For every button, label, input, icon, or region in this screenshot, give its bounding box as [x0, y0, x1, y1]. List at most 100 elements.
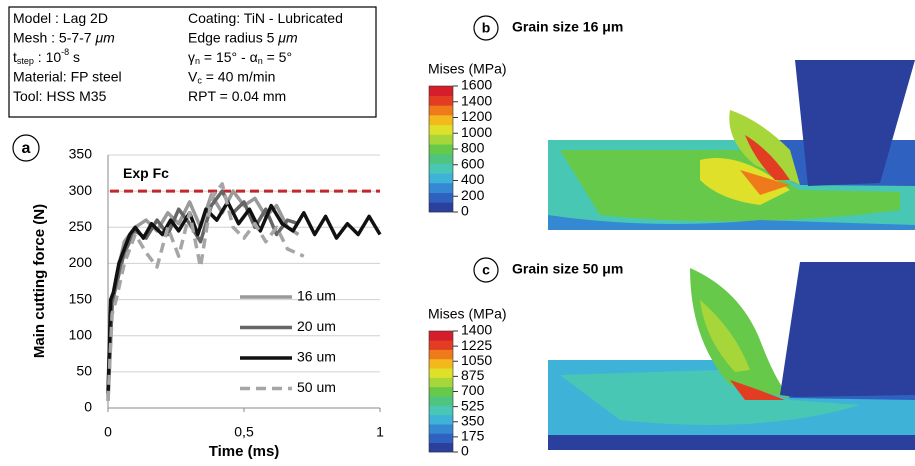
- y-tick-label: 150: [69, 290, 93, 306]
- colorbar-band: [429, 405, 453, 416]
- colorbar-tick-label: 175: [461, 428, 485, 444]
- info-segment: RPT = 0.04 mm: [188, 88, 286, 104]
- info-segment: n: [195, 56, 200, 66]
- info-segment: : 10: [34, 49, 61, 65]
- colorbar-tick-label: 1400: [461, 92, 492, 108]
- colorbar-tick-label: 1600: [461, 77, 492, 93]
- y-tick-label: 300: [69, 182, 93, 198]
- info-segment: μm: [94, 29, 115, 45]
- colorbar-band: [429, 153, 453, 164]
- colorbar-band: [429, 349, 453, 360]
- colorbar-tick-label: 400: [461, 171, 485, 187]
- simulation-image: [548, 60, 915, 230]
- colorbar-band: [429, 442, 453, 453]
- colorbar-band: [429, 358, 453, 369]
- simulation-image: [548, 262, 915, 450]
- legend-label: 36 um: [297, 349, 336, 365]
- legend-label: 20 um: [297, 318, 336, 334]
- colorbar-tick-label: 1000: [461, 124, 492, 140]
- series-line: [106, 200, 382, 394]
- colorbar-tick-label: 1400: [461, 322, 492, 338]
- info-segment: step: [17, 56, 34, 66]
- colorbar-band: [429, 134, 453, 145]
- colorbar-tick-label: 0: [461, 443, 469, 459]
- info-line: Edge radius 5 μm: [188, 29, 298, 45]
- info-line: Mesh : 5-7-7 μm: [13, 29, 115, 45]
- series-line: [106, 182, 305, 401]
- panel-title: Grain size 50 μm: [512, 261, 623, 277]
- colorbar-tick-label: 0: [461, 203, 469, 219]
- info-segment: Mesh : 5-7-7: [13, 29, 95, 45]
- reference-label: Exp Fc: [123, 165, 169, 181]
- panel-label: b: [482, 20, 491, 36]
- colorbar-band: [429, 115, 453, 126]
- colorbar-band: [429, 414, 453, 425]
- x-tick-label: 0: [104, 424, 112, 440]
- info-segment: Edge radius 5: [188, 29, 278, 45]
- panel-title: Grain size 16 μm: [512, 19, 623, 35]
- x-tick-label: 0,5: [234, 424, 254, 440]
- panel-badge: [12, 134, 40, 162]
- info-segment: s: [69, 49, 80, 65]
- info-line: Tool: HSS M35: [13, 88, 107, 104]
- colorbar-band: [429, 424, 453, 434]
- panel-label: a: [22, 140, 31, 157]
- info-segment: = 5°: [263, 49, 292, 65]
- colorbar-tick-label: 1225: [461, 337, 492, 353]
- colorbar-band: [429, 144, 453, 155]
- info-segment: γ: [188, 49, 195, 65]
- x-tick-label: 1: [376, 424, 384, 440]
- colorbar-tick-label: 700: [461, 382, 485, 398]
- info-segment: c: [197, 76, 202, 86]
- info-segment: Model : Lag 2D: [13, 10, 108, 26]
- colorbar-title: Mises (MPa): [428, 61, 507, 77]
- legend-label: 50 um: [297, 379, 336, 395]
- colorbar-band: [429, 331, 453, 341]
- info-line: Coating: TiN - Lubricated: [188, 10, 343, 26]
- colorbar-band: [429, 377, 453, 388]
- info-line: Material: FP steel: [13, 68, 122, 84]
- panel-label: c: [482, 262, 490, 278]
- info-line: tstep : 10-8 s: [13, 47, 80, 66]
- colorbar-band: [429, 105, 453, 116]
- info-segment: μm: [277, 29, 298, 45]
- info-line: RPT = 0.04 mm: [188, 88, 286, 104]
- info-line: Model : Lag 2D: [13, 10, 108, 26]
- colorbar-band: [429, 386, 453, 397]
- colorbar-title: Mises (MPa): [428, 306, 507, 322]
- colorbar-band: [429, 124, 453, 135]
- colorbar-band: [429, 95, 453, 106]
- colorbar-band: [429, 340, 453, 350]
- info-line: γn = 15° - αn = 5°: [188, 49, 292, 67]
- info-segment: Material: FP steel: [13, 68, 122, 84]
- y-tick-label: 200: [69, 254, 93, 270]
- info-segment: = 40 m/min: [202, 68, 276, 84]
- legend-label: 16 um: [297, 288, 336, 304]
- panel-badge: [473, 15, 499, 41]
- colorbar-tick-label: 600: [461, 155, 485, 171]
- y-tick-label: 100: [69, 326, 93, 342]
- colorbar-tick-label: 1050: [461, 352, 492, 368]
- colorbar-band: [429, 202, 453, 213]
- info-box: [8, 6, 377, 118]
- colorbar-tick-label: 525: [461, 397, 485, 413]
- info-segment: = 15° - α: [200, 49, 258, 65]
- colorbar-band: [429, 173, 453, 184]
- info-segment: Tool: HSS M35: [13, 88, 107, 104]
- panel-badge: [473, 257, 499, 283]
- colorbar-tick-label: 875: [461, 367, 485, 383]
- info-segment: Coating: TiN - Lubricated: [188, 10, 343, 26]
- info-segment: n: [258, 56, 263, 66]
- y-tick-label: 0: [84, 399, 92, 415]
- info-text: Model : Lag 2D Mesh : 5-7-7 μm tstep : 10-…: [13, 10, 343, 104]
- colorbar-band: [429, 182, 453, 193]
- y-tick-label: 50: [76, 363, 92, 379]
- y-axis-label: Main cutting force (N): [31, 204, 48, 358]
- colorbar-band: [429, 192, 453, 203]
- colorbar-band: [429, 368, 453, 378]
- colorbar-band: [429, 86, 453, 96]
- colorbar-tick-label: 1200: [461, 108, 492, 124]
- info-segment: -8: [61, 47, 69, 57]
